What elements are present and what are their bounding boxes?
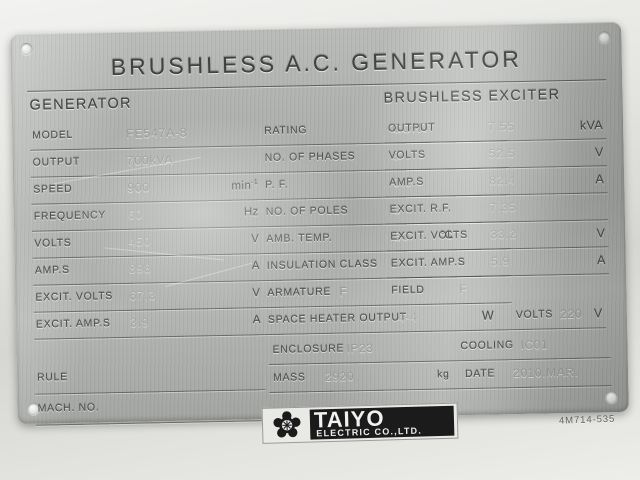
spec-label: AMP.S [389,175,425,189]
spec-value: 82.4 [489,173,517,188]
spec-unit: min-1 [231,179,259,193]
spec-label: OUTPUT [387,121,436,135]
spec-label: EXCIT. VOLTS [35,290,114,304]
mass-value: 2920 [324,369,355,384]
spec-value: 52.5 [488,146,516,161]
mounting-hole-icon [605,391,618,404]
mass-unit: kg [436,368,450,381]
spec-value: 5.9 [490,254,511,269]
enclosure-value: IP23 [346,340,374,356]
enclosure-label: ENCLOSURE [272,342,345,356]
middle-spec-table: RATING CONT NO. OF PHASES 3 P. F. 0.8 NO. OF P… [259,114,607,336]
spec-label: MODEL [32,128,74,142]
space-heater-row: SPACE HEATER OUTPUT 4-4 W VOLTS 220 V [263,301,607,336]
spec-unit: kVA [579,118,604,133]
spec-row: RULE [34,359,266,395]
spec-value: 898 [128,261,152,276]
spec-value: 7.55 [487,119,515,134]
space-heater-unit: W [481,308,495,323]
spec-label: NO. OF PHASES [264,150,356,165]
spec-label: MACH. NO. [37,401,100,415]
spec-label: OUTPUT [32,155,81,169]
plate-title: BRUSHLESS A.C. GENERATOR [110,45,523,81]
spec-value: 450 [128,234,152,249]
spec-label: SPEED [33,182,73,196]
spec-unit: V [251,233,260,246]
date-label: DATE [464,367,496,381]
cooling-label: COOLING [460,339,514,353]
spec-value: 60 [127,207,144,222]
spec-label: RULE [36,371,68,384]
cooling-value: IC01 [520,337,549,352]
spec-value: 67.3 [129,288,157,303]
spec-unit: A [596,253,606,268]
spec-value: 700kVA [126,152,174,168]
mounting-hole-icon [598,31,611,44]
nameplate: BRUSHLESS A.C. GENERATOR GENERATOR BRUSH… [10,21,629,444]
space-heater-label: SPACE HEATER OUTPUT [267,311,407,327]
spec-label: EXCIT. AMP.S [35,317,111,331]
serial-number: 4M714-535 [558,413,616,427]
spec-unit: V [596,226,606,241]
spec-unit: A [251,260,260,273]
spec-value: 33.2 [490,227,518,242]
spec-unit: V [594,145,604,160]
field-value: F [459,282,468,297]
spec-unit: V [252,287,261,300]
spec-label: P. F. [265,178,289,192]
spec-label: AMB. TEMP. [266,231,333,246]
generator-spec-table: MODEL FE547A-8 OUTPUT 700kVA SPEED 900 min-1 FR… [29,119,265,340]
section-heading-generator: GENERATOR [29,95,132,114]
spec-row: EXCIT. AMP.S 3.9 A [33,308,265,340]
spec-label: VOLTS [34,236,72,250]
spec-label: AMP.S [34,264,70,277]
spec-row: MACH. NO. [35,390,266,426]
spec-label: EXCIT. VOLTS [390,229,469,243]
spec-value: 7.35 [489,200,517,215]
mass-date-row: MASS 2920 kg DATE 2010.MAR. [268,358,612,394]
space-heater-volts-unit: V [593,306,603,321]
bottom-spec-table: ENCLOSURE IP23 COOLING IC01 MASS 2920 kg DATE 20… [268,330,612,394]
spec-label: VOLTS [388,148,426,162]
field-label: FIELD [391,283,425,297]
spec-unit: Hz [243,206,259,219]
space-heater-volts-value: 220 [559,306,583,322]
left-bottom-table: RULE MACH. NO. [34,359,266,426]
spec-label: RATING [264,124,308,138]
spec-label: EXCIT. AMP.S [390,256,466,270]
manufacturer-logo: TAIYO ELECTRIC CO.,LTD. [261,402,459,444]
spec-value: 900 [127,180,151,195]
spec-label: INSULATION CLASS [266,257,378,273]
mounting-hole-icon [20,42,33,55]
gear-flower-icon [273,411,301,438]
date-value: 2010.MAR. [512,364,579,381]
spec-label: FREQUENCY [33,209,107,223]
space-heater-value: 4-4 [397,310,418,325]
spec-unit: A [252,314,262,327]
spec-value: FE547A-8 [126,125,188,141]
spec-value: 3.9 [129,315,150,330]
space-heater-volts-label: VOLTS [515,308,554,322]
exciter-spec-table: OUTPUT 7.55 kVA VOLTS 52.5 V AMP.S 82.4 A EXCIT. … [383,112,610,279]
armature-value: F [339,284,348,299]
spec-label: NO. OF POLES [265,204,349,219]
mass-label: MASS [272,371,306,384]
spec-label: EXCIT. R.F. [389,202,452,216]
section-heading-exciter: BRUSHLESS EXCITER [383,87,561,107]
spec-row: EXCIT. AMP.S 5.9 A [386,247,610,279]
armature-label: ARMATURE [267,285,332,300]
spec-unit: A [595,172,605,187]
